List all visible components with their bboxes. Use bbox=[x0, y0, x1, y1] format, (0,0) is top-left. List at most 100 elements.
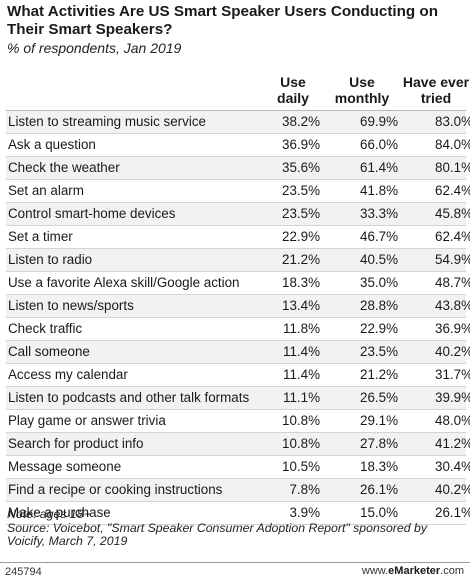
cell-value: 23.5% bbox=[282, 206, 320, 221]
table-row: Control smart-home devices 23.5% 33.3% 45.8… bbox=[6, 203, 470, 226]
cell-value: 26.1% bbox=[360, 482, 398, 497]
cell-value: 80.1% bbox=[435, 160, 470, 175]
cell-value: 10.8% bbox=[282, 413, 320, 428]
row-label: Set a timer bbox=[8, 229, 73, 244]
row-label: Check traffic bbox=[8, 321, 83, 336]
table-row: Make a purchase 3.9% 15.0% 26.1% bbox=[6, 502, 470, 525]
cell-value: 30.4% bbox=[435, 459, 470, 474]
cell-value: 46.7% bbox=[360, 229, 398, 244]
cell-value: 11.8% bbox=[283, 321, 320, 336]
table-row: Message someone 10.5% 18.3% 30.4% bbox=[6, 456, 470, 479]
table-row: Search for product info 10.8% 27.8% 41.2% bbox=[6, 433, 470, 456]
cell-value: 10.8% bbox=[282, 436, 320, 451]
cell-value: 84.0% bbox=[435, 137, 470, 152]
cell-value: 10.5% bbox=[282, 459, 320, 474]
cell-value: 11.1% bbox=[283, 390, 320, 405]
table-row: Ask a question 36.9% 66.0% 84.0% bbox=[6, 134, 470, 157]
cell-value: 41.2% bbox=[435, 436, 470, 451]
table-row: Listen to streaming music service 38.2% 69… bbox=[6, 111, 470, 134]
table-row: Set an alarm 23.5% 41.8% 62.4% bbox=[6, 180, 470, 203]
source-text: Source: Voicebot, "Smart Speaker Consume… bbox=[7, 520, 427, 548]
cell-value: 66.0% bbox=[360, 137, 398, 152]
note-text: Note: ages 18+ bbox=[7, 507, 91, 521]
cell-value: 40.5% bbox=[360, 252, 398, 267]
cell-value: 36.9% bbox=[282, 137, 320, 152]
brand-prefix: www. bbox=[361, 565, 389, 577]
chart-id: 245794 bbox=[5, 566, 42, 578]
row-label: Search for product info bbox=[8, 436, 144, 451]
cell-value: 7.8% bbox=[289, 482, 320, 497]
cell-value: 28.8% bbox=[360, 298, 398, 313]
table-row: Play game or answer trivia 10.8% 29.1% 48.0… bbox=[6, 410, 470, 433]
cell-value: 13.4% bbox=[282, 298, 320, 313]
row-label: Access my calendar bbox=[8, 367, 128, 382]
cell-value: 27.8% bbox=[360, 436, 398, 451]
row-label: Listen to news/sports bbox=[8, 298, 134, 313]
cell-value: 26.5% bbox=[360, 390, 398, 405]
table-body: Listen to streaming music service 38.2% 69… bbox=[6, 111, 470, 525]
row-label: Listen to streaming music service bbox=[8, 114, 206, 129]
cell-value: 22.9% bbox=[360, 321, 398, 336]
table-row: Find a recipe or cooking instructions 7.8… bbox=[6, 479, 470, 502]
column-header-have-ever-tried: Have ever tried bbox=[402, 74, 470, 106]
cell-value: 21.2% bbox=[360, 367, 398, 382]
table-row: Listen to news/sports 13.4% 28.8% 43.8% bbox=[6, 295, 470, 318]
row-label: Find a recipe or cooking instructions bbox=[8, 482, 223, 497]
cell-value: 54.9% bbox=[435, 252, 470, 267]
cell-value: 61.4% bbox=[360, 160, 398, 175]
column-header-use-daily: Use daily bbox=[277, 74, 309, 106]
cell-value: 36.9% bbox=[435, 321, 470, 336]
cell-value: 18.3% bbox=[360, 459, 398, 474]
table-row: Use a favorite Alexa skill/Google action… bbox=[6, 272, 470, 295]
row-label: Control smart-home devices bbox=[8, 206, 176, 221]
table-row: Call someone 11.4% 23.5% 40.2% bbox=[6, 341, 470, 364]
column-header-use-monthly: Use monthly bbox=[334, 74, 390, 106]
cell-value: 83.0% bbox=[435, 114, 470, 129]
row-label: Set an alarm bbox=[8, 183, 84, 198]
cell-value: 31.7% bbox=[435, 367, 470, 382]
cell-value: 22.9% bbox=[282, 229, 320, 244]
row-label: Listen to podcasts and other talk format… bbox=[8, 390, 250, 405]
row-label: Message someone bbox=[8, 459, 122, 474]
row-label: Listen to radio bbox=[8, 252, 93, 267]
cell-value: 26.1% bbox=[435, 505, 470, 520]
cell-value: 38.2% bbox=[282, 114, 320, 129]
cell-value: 48.7% bbox=[435, 275, 470, 290]
cell-value: 62.4% bbox=[435, 229, 470, 244]
cell-value: 43.8% bbox=[435, 298, 470, 313]
table-row: Check the weather 35.6% 61.4% 80.1% bbox=[6, 157, 470, 180]
row-label: Make a purchase bbox=[8, 505, 111, 520]
cell-value: 39.9% bbox=[435, 390, 470, 405]
cell-value: 3.9% bbox=[289, 505, 320, 520]
brand-name: eMarketer bbox=[388, 565, 441, 577]
cell-value: 23.5% bbox=[282, 183, 320, 198]
brand-suffix: .com bbox=[440, 565, 464, 577]
cell-value: 18.3% bbox=[282, 275, 320, 290]
cell-value: 33.3% bbox=[360, 206, 398, 221]
table-row: Set a timer 22.9% 46.7% 62.4% bbox=[6, 226, 470, 249]
chart-title: What Activities Are US Smart Speaker Use… bbox=[7, 3, 438, 38]
row-label: Call someone bbox=[8, 344, 90, 359]
footer: 245794 www.eMarketer.com bbox=[0, 562, 470, 581]
cell-value: 35.0% bbox=[360, 275, 398, 290]
table-header: Use daily Use monthly Have ever tried bbox=[6, 72, 469, 111]
table-row: Listen to radio 21.2% 40.5% 54.9% bbox=[6, 249, 470, 272]
row-label: Play game or answer trivia bbox=[8, 413, 166, 428]
cell-value: 40.2% bbox=[435, 344, 470, 359]
cell-value: 62.4% bbox=[435, 183, 470, 198]
cell-value: 23.5% bbox=[360, 344, 398, 359]
row-label: Use a favorite Alexa skill/Google action bbox=[8, 275, 240, 290]
row-label: Ask a question bbox=[8, 137, 96, 152]
row-label: Check the weather bbox=[8, 160, 120, 175]
data-table: Use daily Use monthly Have ever tried Li… bbox=[6, 72, 470, 525]
cell-value: 11.4% bbox=[283, 344, 320, 359]
cell-value: 11.4% bbox=[283, 367, 320, 382]
cell-value: 35.6% bbox=[282, 160, 320, 175]
table-row: Check traffic 11.8% 22.9% 36.9% bbox=[6, 318, 470, 341]
cell-value: 15.0% bbox=[360, 505, 398, 520]
brand-link[interactable]: www.eMarketer.com bbox=[362, 565, 464, 577]
cell-value: 41.8% bbox=[360, 183, 398, 198]
cell-value: 40.2% bbox=[435, 482, 470, 497]
cell-value: 45.8% bbox=[435, 206, 470, 221]
table-row: Listen to podcasts and other talk format… bbox=[6, 387, 470, 410]
